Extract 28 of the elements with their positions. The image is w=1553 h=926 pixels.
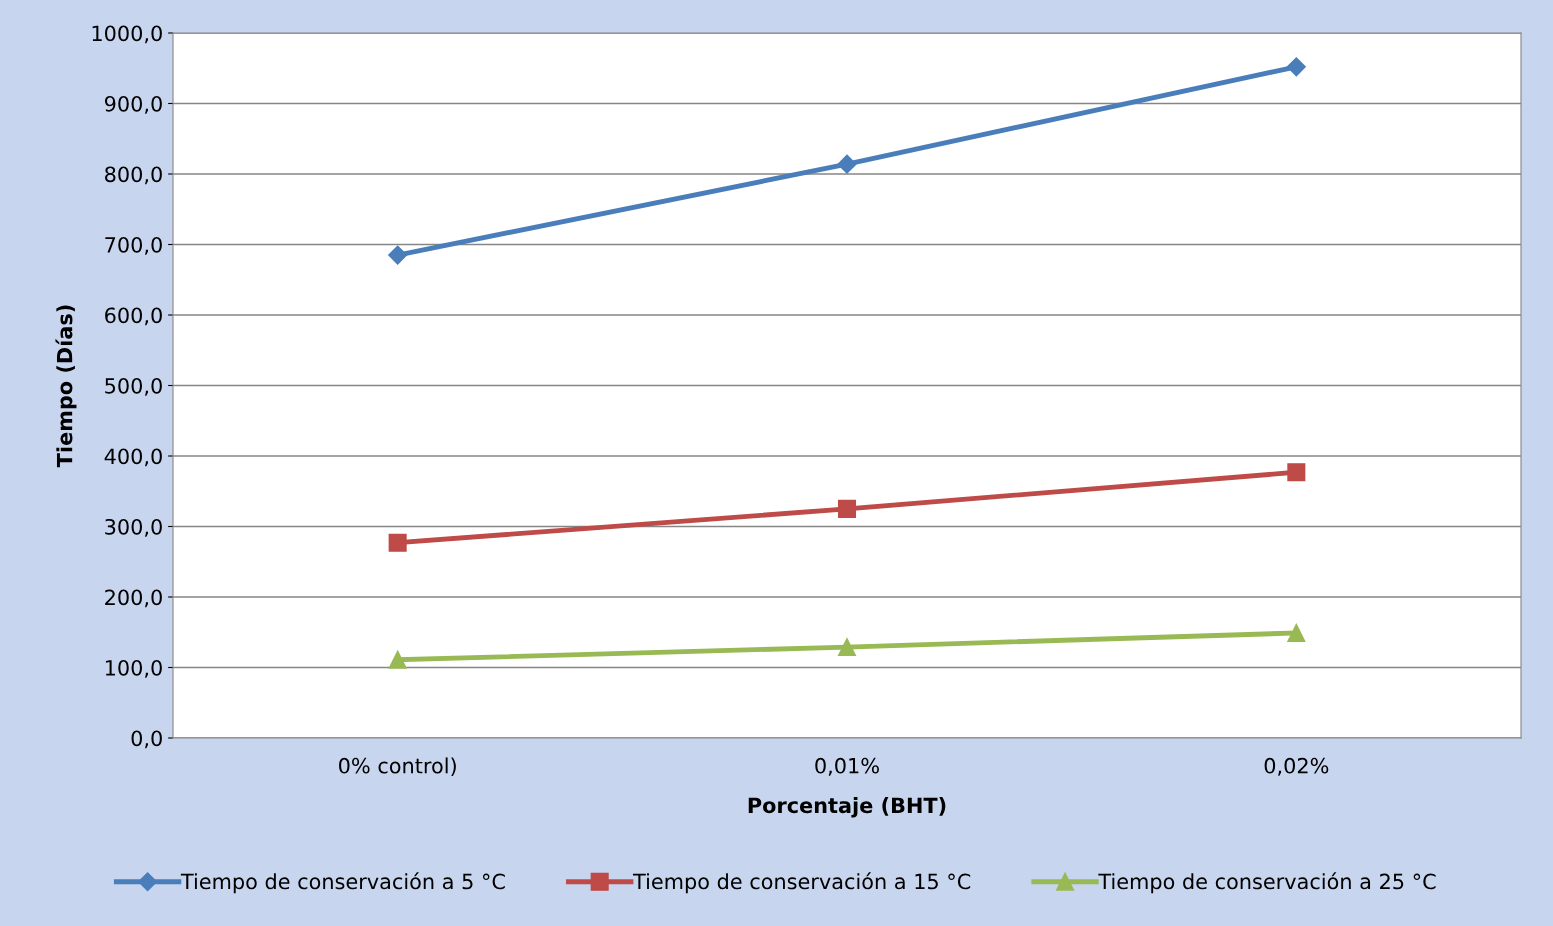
point bbox=[837, 499, 857, 518]
y-tick-label: 100,0 bbox=[105, 659, 162, 678]
y-tick-label: 800,0 bbox=[105, 166, 162, 185]
point bbox=[388, 533, 407, 552]
x-tick-label: 0,01% bbox=[815, 757, 879, 776]
x-axis-title: Porcentaje (BHT) bbox=[748, 797, 946, 818]
legend-label: Tiempo de conservación a 25 °C bbox=[1098, 872, 1436, 894]
y-tick-label: 1000,0 bbox=[92, 25, 162, 44]
y-tick-label: 600,0 bbox=[105, 307, 162, 326]
x-tick-label: 0,02% bbox=[1264, 757, 1329, 776]
point bbox=[388, 245, 408, 265]
y-tick-label: 400,0 bbox=[104, 448, 162, 467]
legend-label: Tiempo de conservación a 5 °C bbox=[180, 872, 505, 894]
y-tick-label: 500,0 bbox=[105, 377, 162, 396]
y-tick-label: 0,0 bbox=[131, 730, 162, 749]
point bbox=[837, 154, 857, 174]
y-tick-label: 700,0 bbox=[105, 236, 162, 255]
y-axis-title: Tiempo (Días) bbox=[55, 305, 77, 468]
y-tick-label: 300,0 bbox=[105, 518, 162, 537]
point bbox=[1286, 57, 1306, 77]
point bbox=[388, 650, 407, 669]
y-tick-label: 900,0 bbox=[104, 95, 162, 114]
y-tick-label: 200,0 bbox=[105, 589, 162, 608]
point bbox=[1287, 623, 1306, 642]
x-tick-label: 0% control) bbox=[339, 757, 456, 777]
legend-label: Tiempo de conservación a 15 °C bbox=[632, 872, 971, 894]
point bbox=[837, 638, 857, 657]
point bbox=[1287, 463, 1306, 482]
